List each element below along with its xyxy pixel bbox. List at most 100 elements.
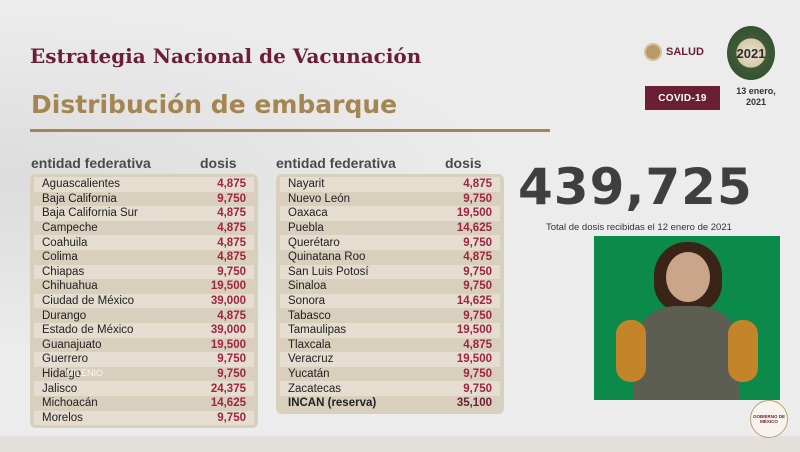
table-row: Veracruz 19,500 bbox=[280, 352, 500, 367]
table-row: Sonora 14,625 bbox=[280, 293, 500, 309]
dose-value: 4,875 bbox=[217, 251, 246, 264]
table-row: INCAN (reserva) 35,100 bbox=[280, 395, 500, 411]
entity-name: San Luis Potosí bbox=[288, 265, 369, 278]
table-row: Tlaxcala 4,875 bbox=[280, 337, 500, 353]
dose-value: 9,750 bbox=[217, 265, 246, 278]
coat-of-arms-icon bbox=[644, 43, 662, 61]
dose-value: 35,100 bbox=[456, 397, 492, 410]
broadcaster-watermark: MILENIO bbox=[66, 368, 104, 378]
covid-badge: COVID-19 bbox=[645, 86, 720, 110]
dose-value: 19,500 bbox=[210, 338, 246, 351]
right-entity-header: entidad federativa bbox=[276, 155, 396, 171]
entity-name: Chiapas bbox=[42, 265, 85, 278]
entity-name: Yucatán bbox=[288, 368, 330, 381]
table-row: Quinatana Roo 4,875 bbox=[280, 249, 500, 265]
dose-value: 4,875 bbox=[463, 251, 492, 264]
dose-value: 39,000 bbox=[210, 295, 246, 308]
interpreter-body bbox=[634, 306, 740, 400]
entity-name: Veracruz bbox=[288, 353, 334, 366]
left-distribution-table: Aguascalientes 4,875 Baja California 9,750 B… bbox=[30, 174, 258, 429]
entity-name: INCAN (reserva) bbox=[288, 397, 377, 410]
table-row: Baja California 9,750 bbox=[34, 191, 254, 207]
title-divider bbox=[30, 129, 550, 132]
table-row: Durango 4,875 bbox=[34, 308, 254, 323]
entity-name: Nuevo León bbox=[288, 192, 351, 205]
dose-value: 4,875 bbox=[217, 178, 246, 191]
year-2021-logo: 2021 bbox=[727, 26, 775, 80]
interpreter-face bbox=[666, 252, 710, 302]
entity-name: Baja California bbox=[42, 192, 117, 205]
page-subtitle: Distribución de embarque bbox=[31, 90, 398, 119]
dose-value: 9,750 bbox=[217, 411, 246, 424]
entity-name: Jalisco bbox=[42, 382, 78, 395]
right-dose-header: dosis bbox=[445, 155, 482, 171]
entity-name: Morelos bbox=[42, 411, 83, 424]
entity-name: Puebla bbox=[288, 222, 324, 235]
dose-value: 9,750 bbox=[463, 382, 492, 395]
dose-value: 4,875 bbox=[217, 207, 246, 220]
table-row: Coahuila 4,875 bbox=[34, 235, 254, 250]
entity-name: Coahuila bbox=[42, 236, 88, 249]
interpreter-right-arm bbox=[728, 320, 758, 382]
table-row: Zacatecas 9,750 bbox=[280, 381, 500, 396]
dose-value: 19,500 bbox=[210, 280, 246, 293]
entity-name: Guanajuato bbox=[42, 338, 102, 351]
table-row: Ciudad de México 39,000 bbox=[34, 293, 254, 309]
dose-value: 9,750 bbox=[463, 368, 492, 381]
dose-value: 9,750 bbox=[217, 353, 246, 366]
table-row: Campeche 4,875 bbox=[34, 220, 254, 236]
dose-value: 19,500 bbox=[456, 207, 492, 220]
dose-value: 39,000 bbox=[210, 324, 246, 337]
entity-name: Estado de México bbox=[42, 324, 134, 337]
entity-name: Colima bbox=[42, 251, 78, 264]
entity-name: Zacatecas bbox=[288, 382, 342, 395]
table-row: Jalisco 24,375 bbox=[34, 381, 254, 396]
total-doses-number: 439,725 bbox=[518, 158, 753, 216]
entity-name: Sonora bbox=[288, 295, 326, 308]
left-entity-header: entidad federativa bbox=[31, 155, 151, 171]
dose-value: 14,625 bbox=[210, 397, 246, 410]
entity-name: Sinaloa bbox=[288, 280, 327, 293]
table-row: Morelos 9,750 bbox=[34, 410, 254, 426]
total-doses-caption: Total de dosis recibidas el 12 enero de … bbox=[546, 222, 732, 233]
table-row: Baja California Sur 4,875 bbox=[34, 206, 254, 221]
entity-name: Campeche bbox=[42, 222, 98, 235]
table-row: Colima 4,875 bbox=[34, 249, 254, 265]
table-row: Sinaloa 9,750 bbox=[280, 279, 500, 294]
entity-name: Aguascalientes bbox=[42, 178, 120, 191]
dose-value: 14,625 bbox=[456, 222, 492, 235]
entity-name: Michoacán bbox=[42, 397, 98, 410]
left-dose-header: dosis bbox=[200, 155, 237, 171]
entity-name: Guerrero bbox=[42, 353, 89, 366]
table-row: Chihuahua 19,500 bbox=[34, 279, 254, 294]
entity-name: Baja California Sur bbox=[42, 207, 138, 220]
entity-name: Oaxaca bbox=[288, 207, 328, 220]
dose-value: 4,875 bbox=[217, 222, 246, 235]
entity-name: Querétaro bbox=[288, 236, 340, 249]
dose-value: 9,750 bbox=[463, 236, 492, 249]
year-logo-text: 2021 bbox=[736, 45, 766, 61]
sign-language-video bbox=[594, 236, 780, 400]
table-row: Puebla 14,625 bbox=[280, 220, 500, 236]
entity-name: Hidalgo bbox=[42, 368, 81, 381]
entity-name: Ciudad de México bbox=[42, 295, 135, 308]
dose-value: 4,875 bbox=[463, 178, 492, 191]
date-label: 13 enero, 2021 bbox=[728, 86, 784, 108]
table-row: Estado de México 39,000 bbox=[34, 322, 254, 338]
dose-value: 14,625 bbox=[456, 295, 492, 308]
entity-name: Chihuahua bbox=[42, 280, 98, 293]
salud-logo: SALUD bbox=[644, 42, 704, 62]
table-row: Querétaro 9,750 bbox=[280, 235, 500, 250]
entity-name: Nayarit bbox=[288, 178, 325, 191]
dose-value: 19,500 bbox=[456, 324, 492, 337]
dose-value: 9,750 bbox=[463, 280, 492, 293]
entity-name: Quinatana Roo bbox=[288, 251, 366, 264]
dose-value: 4,875 bbox=[217, 309, 246, 322]
table-row: Nayarit 4,875 bbox=[280, 177, 500, 192]
right-distribution-table: Nayarit 4,875 Nuevo León 9,750 Oaxaca 19,500 P… bbox=[276, 174, 504, 414]
date-line-1: 13 enero, bbox=[736, 86, 776, 96]
table-row: Tabasco 9,750 bbox=[280, 308, 500, 323]
entity-name: Tamaulipas bbox=[288, 324, 347, 337]
table-row: San Luis Potosí 9,750 bbox=[280, 264, 500, 280]
dose-value: 9,750 bbox=[463, 309, 492, 322]
